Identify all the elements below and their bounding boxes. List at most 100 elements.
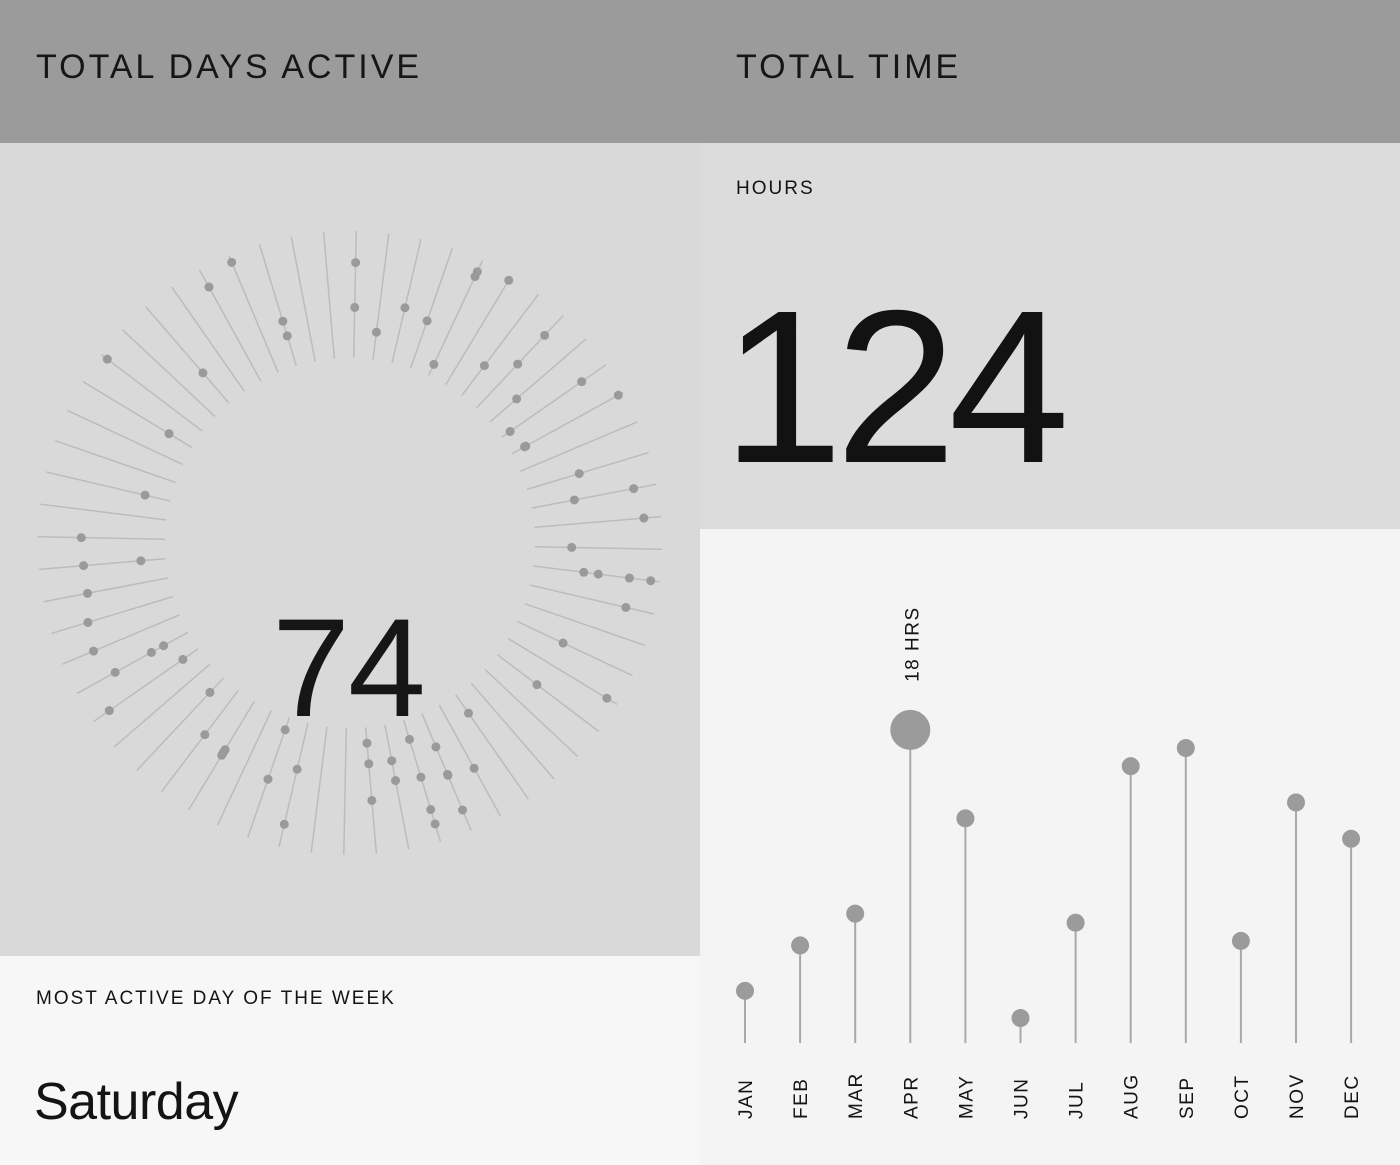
radial-ray (517, 620, 633, 677)
radial-ray (145, 306, 230, 404)
active-day-dot (89, 646, 99, 656)
active-day-dot (479, 361, 489, 371)
month-dot-sep (1176, 739, 1195, 758)
active-day-dot (104, 706, 114, 716)
active-day-dot (83, 588, 93, 598)
month-label-dec: DEC (1342, 1074, 1363, 1119)
radial-ray (534, 545, 662, 550)
radial-ray (343, 727, 348, 855)
active-day-dot (624, 573, 634, 583)
month-dot-mar (846, 904, 865, 923)
days-active-value: 74 (272, 589, 426, 746)
radial-ray (497, 654, 600, 732)
month-dot-dec (1342, 829, 1361, 848)
radial-ray (171, 286, 245, 392)
hours-panel: HOURS 124 (700, 143, 1400, 529)
radial-ray (39, 557, 166, 571)
radial-ray (258, 244, 298, 367)
radial-ray (501, 364, 607, 438)
month-label-may: MAY (956, 1075, 977, 1119)
highlight-value-label: 18 HRS (902, 606, 923, 682)
most-active-day-label: MOST ACTIVE DAY OF THE WEEK (36, 988, 396, 1009)
monthly-hours-panel: JAN FEB MAR APR 18 HRS MAY JUN JUL AUG SEP OCT NOV D… (700, 529, 1400, 1165)
active-day-dot (110, 667, 120, 677)
active-day-dot (513, 359, 523, 369)
active-day-dot (512, 394, 522, 404)
radial-ray (352, 231, 357, 359)
monthly-hours-chart: JAN FEB MAR APR 18 HRS MAY JUN JUL AUG SEP OCT NOV D… (736, 606, 1363, 1119)
radial-ray (520, 421, 638, 472)
month-label-aug: AUG (1122, 1073, 1143, 1119)
active-day-dot (416, 772, 426, 782)
days-active-panel: 74 (0, 143, 700, 956)
active-day-dot (422, 316, 432, 326)
active-day-dot (602, 693, 612, 703)
active-day-dot (217, 750, 227, 760)
active-day-dot (198, 368, 208, 378)
active-day-dot (83, 617, 93, 627)
active-day-dot (579, 567, 589, 577)
active-day-dot (279, 819, 289, 829)
active-day-dot (278, 316, 288, 326)
month-label-jun: JUN (1012, 1078, 1033, 1119)
month-dot-jan (736, 981, 754, 1000)
month-label-sep: SEP (1177, 1076, 1198, 1119)
active-day-dot (362, 738, 372, 748)
active-day-dot (472, 267, 482, 277)
active-day-dot (629, 484, 639, 494)
month-dot-feb (791, 936, 810, 955)
active-day-dot (136, 556, 146, 566)
month-label-feb: FEB (791, 1078, 812, 1119)
active-day-dot (400, 303, 410, 313)
header-total-time: TOTAL TIME (700, 0, 1400, 143)
active-day-dot (204, 282, 214, 292)
radial-ray (55, 439, 176, 484)
active-day-dot (404, 734, 414, 744)
active-day-dot (646, 576, 656, 586)
month-dot-jun (1011, 1009, 1030, 1028)
month-dot-aug (1121, 757, 1140, 776)
radial-ray (529, 584, 654, 615)
active-day-dot (178, 654, 188, 664)
active-day-dot (577, 377, 587, 387)
radial-ray (445, 275, 513, 386)
header-total-days-active: TOTAL DAYS ACTIVE (0, 0, 700, 143)
radial-ray (290, 236, 316, 362)
active-day-dot (164, 429, 174, 439)
active-day-dot (540, 330, 550, 340)
active-day-dot (469, 763, 479, 773)
active-day-dot (102, 354, 112, 364)
radial-ray (228, 255, 279, 373)
active-day-dot (574, 469, 584, 479)
total-time-title: TOTAL TIME (736, 48, 962, 86)
active-day-dot (146, 647, 156, 657)
most-active-day-value: Saturday (34, 1073, 239, 1131)
active-day-dot (442, 769, 452, 779)
radial-ray (38, 536, 166, 541)
month-label-nov: NOV (1287, 1073, 1308, 1119)
active-day-dot (431, 742, 441, 752)
radial-ray (51, 595, 174, 635)
radial-ray (461, 293, 539, 396)
active-day-dot (140, 490, 150, 500)
radial-ray (121, 329, 216, 418)
radial-ray (364, 727, 378, 854)
active-day-dot (532, 680, 542, 690)
radial-ray (524, 602, 645, 647)
active-day-dot (205, 687, 215, 697)
active-day-dot (558, 638, 568, 648)
active-day-dot (505, 427, 515, 437)
total-days-active-title: TOTAL DAYS ACTIVE (36, 48, 423, 86)
radial-ray (409, 248, 454, 369)
active-day-dot (364, 759, 374, 769)
active-day-dot (567, 542, 577, 552)
active-day-dot (280, 725, 290, 735)
active-day-dot (504, 275, 514, 285)
hours-value: 124 (722, 266, 1070, 509)
month-label-oct: OCT (1232, 1074, 1253, 1119)
active-day-dot (282, 331, 292, 341)
month-label-jan: JAN (736, 1079, 757, 1119)
active-day-dot (79, 561, 89, 571)
active-day-dot (593, 569, 603, 579)
month-label-mar: MAR (846, 1072, 867, 1119)
